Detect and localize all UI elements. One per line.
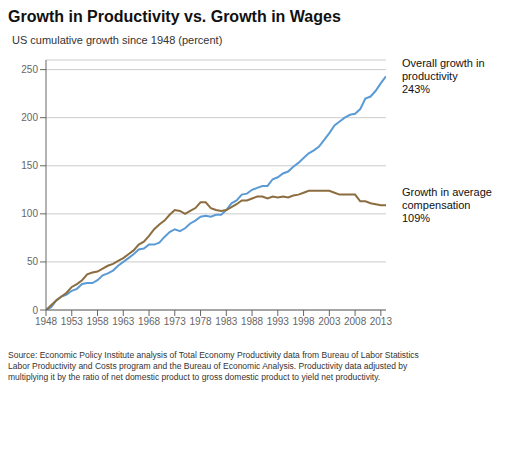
svg-text:1963: 1963 bbox=[112, 316, 135, 327]
svg-text:1968: 1968 bbox=[138, 316, 161, 327]
html-text:Growth in Productivity vs. Gro: Growth in Productivity vs. Growth in Wag… bbox=[8, 8, 341, 25]
html-text:Source: Economic Policy Instit: Source: Economic Policy Institute analys… bbox=[8, 350, 419, 382]
svg-text:1973: 1973 bbox=[164, 316, 187, 327]
svg-text:1993: 1993 bbox=[267, 316, 290, 327]
svg-text:1958: 1958 bbox=[86, 316, 109, 327]
svg-text:50: 50 bbox=[27, 256, 39, 267]
svg-text:1983: 1983 bbox=[215, 316, 238, 327]
svg-text:250: 250 bbox=[21, 64, 38, 75]
svg-text:2003: 2003 bbox=[318, 316, 341, 327]
html-text:Overall growth in productivity: Overall growth in productivity 243% bbox=[402, 56, 485, 95]
svg-text:1978: 1978 bbox=[189, 316, 212, 327]
svg-text:150: 150 bbox=[21, 160, 38, 171]
svg-text:1953: 1953 bbox=[61, 316, 84, 327]
svg-text:1998: 1998 bbox=[292, 316, 315, 327]
html-text:US cumulative growth since 194: US cumulative growth since 1948 (percent… bbox=[12, 34, 223, 46]
svg-text:100: 100 bbox=[21, 208, 38, 219]
svg-text:1948: 1948 bbox=[35, 316, 58, 327]
svg-text:1988: 1988 bbox=[241, 316, 264, 327]
svg-text:2008: 2008 bbox=[344, 316, 367, 327]
svg-text:2013: 2013 bbox=[370, 316, 393, 327]
html-text:Growth in average compensation: Growth in average compensation 109% bbox=[402, 185, 492, 224]
svg-text:0: 0 bbox=[32, 305, 38, 316]
svg-text:200: 200 bbox=[21, 112, 38, 123]
